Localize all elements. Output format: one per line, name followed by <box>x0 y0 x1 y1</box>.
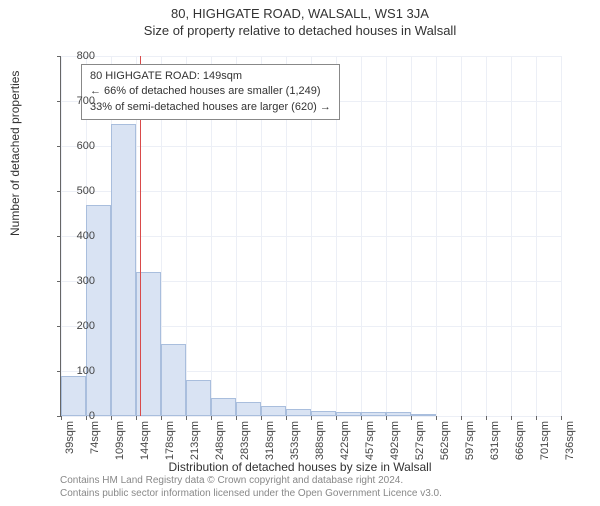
ytick-label: 0 <box>55 410 95 422</box>
annotation-line: 33% of semi-detached houses are larger (… <box>90 100 331 115</box>
histogram-bar <box>186 380 211 416</box>
gridline-v <box>411 56 412 416</box>
xtick-mark <box>461 416 462 420</box>
xtick-mark <box>336 416 337 420</box>
ytick-label: 500 <box>55 185 95 197</box>
xtick-label: 178sqm <box>164 421 176 460</box>
histogram-bar <box>411 414 436 416</box>
xtick-mark <box>486 416 487 420</box>
xtick-label: 144sqm <box>139 421 151 460</box>
xtick-label: 248sqm <box>214 421 226 460</box>
ytick-label: 200 <box>55 320 95 332</box>
xtick-label: 492sqm <box>389 421 401 460</box>
ytick-label: 700 <box>55 95 95 107</box>
xtick-label: 109sqm <box>114 421 126 460</box>
xtick-mark <box>361 416 362 420</box>
xtick-label: 318sqm <box>264 421 276 460</box>
xtick-label: 353sqm <box>289 421 301 460</box>
xtick-mark <box>411 416 412 420</box>
xtick-label: 701sqm <box>539 421 551 460</box>
xtick-label: 597sqm <box>464 421 476 460</box>
gridline-v <box>486 56 487 416</box>
xtick-mark <box>111 416 112 420</box>
page-title: 80, HIGHGATE ROAD, WALSALL, WS1 3JA <box>0 6 600 21</box>
histogram-bar <box>311 411 336 416</box>
chart-area: 39sqm74sqm109sqm144sqm178sqm213sqm248sqm… <box>60 56 560 416</box>
y-axis-label: Number of detached properties <box>8 71 22 236</box>
ytick-label: 600 <box>55 140 95 152</box>
xtick-label: 736sqm <box>564 421 576 460</box>
gridline-v <box>461 56 462 416</box>
xtick-label: 457sqm <box>364 421 376 460</box>
xtick-mark <box>161 416 162 420</box>
xtick-label: 631sqm <box>489 421 501 460</box>
xtick-mark <box>236 416 237 420</box>
plot-region: 39sqm74sqm109sqm144sqm178sqm213sqm248sqm… <box>60 56 561 417</box>
x-axis-label: Distribution of detached houses by size … <box>0 460 600 474</box>
histogram-bar <box>336 412 361 417</box>
histogram-bar <box>211 398 236 416</box>
histogram-bar <box>286 409 311 416</box>
histogram-bar <box>386 412 411 416</box>
xtick-label: 666sqm <box>514 421 526 460</box>
xtick-mark <box>286 416 287 420</box>
data-attribution: Contains HM Land Registry data © Crown c… <box>60 474 580 500</box>
attribution-line-2: Contains public sector information licen… <box>60 487 580 500</box>
xtick-mark <box>536 416 537 420</box>
xtick-label: 388sqm <box>314 421 326 460</box>
xtick-label: 39sqm <box>64 421 76 454</box>
xtick-mark <box>211 416 212 420</box>
xtick-mark <box>311 416 312 420</box>
histogram-bar <box>236 402 261 416</box>
xtick-mark <box>511 416 512 420</box>
xtick-label: 283sqm <box>239 421 251 460</box>
gridline-v <box>561 56 562 416</box>
gridline-v <box>536 56 537 416</box>
histogram-bar <box>261 406 286 416</box>
ytick-label: 400 <box>55 230 95 242</box>
histogram-bar <box>111 124 136 417</box>
annotation-line: 80 HIGHGATE ROAD: 149sqm <box>90 69 331 84</box>
xtick-mark <box>136 416 137 420</box>
annotation-line: ← 66% of detached houses are smaller (1,… <box>90 84 331 99</box>
histogram-bar <box>161 344 186 416</box>
histogram-bar <box>361 412 386 416</box>
xtick-mark <box>261 416 262 420</box>
ytick-label: 300 <box>55 275 95 287</box>
gridline-v <box>511 56 512 416</box>
xtick-label: 74sqm <box>89 421 101 454</box>
xtick-label: 422sqm <box>339 421 351 460</box>
xtick-mark <box>561 416 562 420</box>
xtick-label: 213sqm <box>189 421 201 460</box>
chart-subtitle: Size of property relative to detached ho… <box>0 23 600 38</box>
ytick-label: 800 <box>55 50 95 62</box>
xtick-mark <box>386 416 387 420</box>
gridline-v <box>361 56 362 416</box>
gridline-v <box>436 56 437 416</box>
xtick-label: 527sqm <box>414 421 426 460</box>
xtick-mark <box>436 416 437 420</box>
xtick-label: 562sqm <box>439 421 451 460</box>
attribution-line-1: Contains HM Land Registry data © Crown c… <box>60 474 580 487</box>
xtick-mark <box>186 416 187 420</box>
annotation-box: 80 HIGHGATE ROAD: 149sqm← 66% of detache… <box>81 64 340 120</box>
gridline-v <box>386 56 387 416</box>
ytick-label: 100 <box>55 365 95 377</box>
